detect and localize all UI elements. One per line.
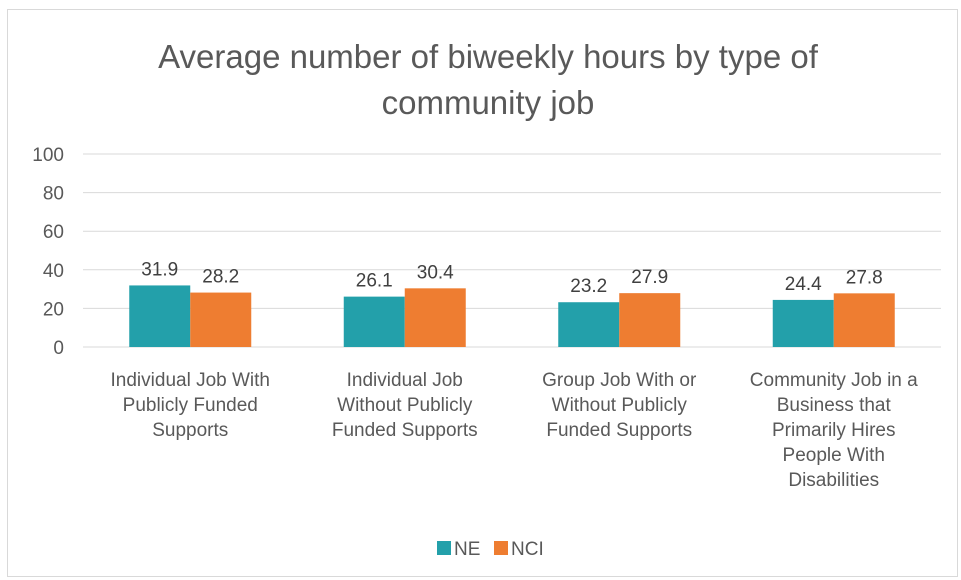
bar-nci-4 (833, 293, 895, 347)
x-category-label-line: Supports (152, 420, 228, 441)
y-tick-label: 80 (43, 184, 64, 205)
data-label-nci-3: 27.9 (631, 267, 668, 288)
y-tick-label: 60 (43, 222, 64, 243)
x-category-label-line: People With (783, 445, 885, 466)
x-category-label-line: Disabilities (788, 470, 879, 491)
bar-nci-2 (404, 288, 466, 347)
legend-label-ne: NE (454, 539, 480, 560)
x-category-label-line: Funded Supports (332, 420, 478, 441)
x-category-label-2: Individual Job Without Publicly Funded Sup… (332, 370, 478, 441)
data-label-nci-2: 30.4 (417, 262, 454, 283)
x-axis: Individual Job With Publicly Funded Suppor… (111, 370, 919, 491)
y-tick-label: 40 (43, 261, 64, 282)
data-label-nci-4: 27.8 (846, 267, 883, 288)
legend: NE NCI (437, 539, 544, 560)
bars (129, 285, 895, 347)
x-category-label-4: Community Job in a Business that Primarily… (750, 370, 918, 491)
data-label-ne-3: 23.2 (570, 276, 607, 297)
x-category-label-line: Primarily Hires (772, 420, 896, 441)
x-category-label-line: Without Publicly (337, 395, 473, 416)
bar-ne-4 (772, 299, 834, 347)
data-labels: 31.9 28.2 26.1 30.4 23.2 27.9 24.4 27.8 (141, 259, 882, 297)
chart-title-line-2: community job (382, 84, 595, 121)
x-category-label-line: Individual Job (347, 370, 463, 391)
x-category-label-1: Individual Job With Publicly Funded Suppor… (111, 370, 270, 441)
data-label-ne-1: 31.9 (141, 259, 178, 280)
chart-title: Average number of biweekly hours by type… (158, 38, 819, 121)
bar-ne-3 (558, 302, 620, 347)
data-label-ne-4: 24.4 (785, 274, 822, 295)
bar-nci-1 (190, 292, 252, 347)
x-category-label-line: Individual Job With (111, 370, 270, 391)
x-category-label-line: Funded Supports (546, 420, 692, 441)
bar-ne-1 (129, 285, 191, 347)
y-axis: 0 20 40 60 80 100 (32, 145, 64, 359)
bar-nci-3 (619, 293, 681, 347)
legend-swatch-ne (437, 541, 451, 555)
data-label-nci-1: 28.2 (202, 267, 239, 288)
chart-title-line-1: Average number of biweekly hours by type… (158, 38, 819, 75)
x-category-label-line: Community Job in a (750, 370, 918, 391)
x-category-label-line: Group Job With or (542, 370, 697, 391)
y-tick-label: 0 (53, 338, 64, 359)
legend-label-nci: NCI (511, 539, 544, 560)
legend-swatch-nci (494, 541, 508, 555)
bar-ne-2 (343, 296, 405, 347)
x-category-label-3: Group Job With or Without Publicly Funded … (542, 370, 697, 441)
data-label-ne-2: 26.1 (356, 271, 393, 292)
y-tick-label: 20 (43, 299, 64, 320)
x-category-label-line: Without Publicly (552, 395, 688, 416)
y-tick-label: 100 (32, 145, 64, 166)
x-category-label-line: Business that (777, 395, 892, 416)
x-category-label-line: Publicly Funded (123, 395, 258, 416)
